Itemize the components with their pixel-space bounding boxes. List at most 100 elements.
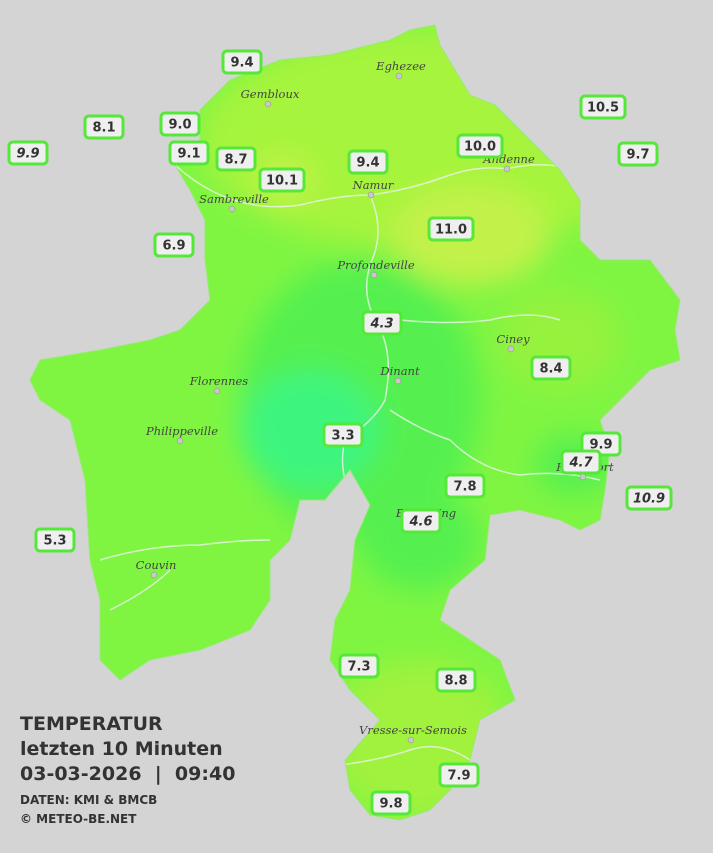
station-box — [153, 232, 195, 258]
station-box — [438, 762, 480, 788]
station-value: 6.9 — [162, 239, 185, 254]
legend-title: TEMPERATUR — [20, 713, 163, 735]
station: 8.1 — [83, 114, 125, 140]
station-value: 3.3 — [331, 429, 354, 444]
station: 9.1 — [168, 140, 210, 166]
station: 3.3 — [322, 422, 364, 448]
station: 10.5 — [579, 94, 627, 120]
station-box — [361, 310, 403, 336]
station-value: 9.0 — [168, 118, 191, 133]
city-label: Dinant — [379, 364, 420, 378]
station-value: 4.7 — [568, 456, 593, 471]
legend-source: DATEN: KMI & BMCB — [20, 793, 157, 807]
city-dot — [370, 271, 378, 279]
station-value: 10.9 — [633, 492, 665, 507]
station: 8.8 — [435, 667, 477, 693]
station: 4.3 — [361, 310, 403, 336]
station-value: 10.1 — [266, 174, 298, 189]
station-box — [83, 114, 125, 140]
station-box — [617, 141, 659, 167]
city-label: Philippeville — [145, 424, 218, 438]
city-dot — [367, 191, 375, 199]
station-box — [347, 149, 389, 175]
station-box — [456, 133, 504, 159]
station-value: 11.0 — [435, 223, 467, 238]
station-value: 8.4 — [539, 362, 562, 377]
station-value: 9.9 — [16, 147, 39, 162]
station: 8.7 — [215, 146, 257, 172]
station: 6.9 — [153, 232, 195, 258]
station-value: 10.0 — [464, 140, 496, 155]
station-value: 4.3 — [369, 317, 393, 332]
stations: 9.4 8.1 9.9 9.0 9.1 8.7 10.1 9.4 10.0 10.5 9.7 11.0… — [7, 49, 673, 816]
station-value: 9.9 — [589, 438, 612, 453]
station-value: 8.8 — [444, 674, 467, 689]
station-value: 10.5 — [587, 101, 619, 116]
station: 10.0 — [456, 133, 504, 159]
station-value: 7.3 — [347, 660, 370, 675]
city-dot — [394, 377, 402, 385]
station-box — [258, 167, 306, 193]
station: 4.6 — [400, 508, 442, 534]
city-label: Couvin — [136, 558, 177, 572]
station-box — [625, 485, 673, 511]
station-box — [530, 355, 572, 381]
station-value: 7.9 — [447, 769, 470, 784]
station-value: 9.7 — [626, 148, 649, 163]
station-value: 7.8 — [453, 480, 476, 495]
station-value: 5.3 — [43, 534, 66, 549]
station-box — [427, 216, 475, 242]
city-dot — [176, 437, 184, 445]
station-value: 8.7 — [224, 153, 247, 168]
station-value: 9.1 — [177, 147, 200, 162]
city-label: Eghezee — [375, 59, 426, 73]
station-box — [322, 422, 364, 448]
station-box — [215, 146, 257, 172]
city-dot — [213, 387, 221, 395]
station-value: 4.6 — [408, 515, 432, 530]
station: 4.7 — [560, 449, 602, 475]
station: 7.8 — [444, 473, 486, 499]
station-box — [579, 94, 627, 120]
station-box — [221, 49, 263, 75]
station-value: 9.4 — [356, 156, 379, 171]
city-dot — [264, 100, 272, 108]
city-dot — [407, 736, 415, 744]
city-dot — [150, 571, 158, 579]
station: 9.0 — [159, 111, 201, 137]
station: 9.7 — [617, 141, 659, 167]
city-dot — [503, 165, 511, 173]
station: 10.9 — [625, 485, 673, 511]
station-box — [400, 508, 442, 534]
station-box — [7, 140, 49, 166]
station-box — [444, 473, 486, 499]
station: 5.3 — [34, 527, 76, 553]
station-value: 9.8 — [379, 797, 402, 812]
city-label: Florennes — [189, 374, 249, 388]
legend: TEMPERATUR letzten 10 Minuten 03-03-2026… — [20, 713, 235, 826]
station: 9.8 — [370, 790, 412, 816]
station-box — [370, 790, 412, 816]
station-box — [168, 140, 210, 166]
legend-copyright: © METEO-BE.NET — [20, 812, 137, 826]
station: 9.9 — [7, 140, 49, 166]
city-dot — [507, 345, 515, 353]
station-box — [159, 111, 201, 137]
station-box — [435, 667, 477, 693]
station-value: 9.4 — [230, 56, 253, 71]
legend-datetime: 03-03-2026 | 09:40 — [20, 763, 235, 785]
station-box — [338, 653, 380, 679]
city-dot — [228, 205, 236, 213]
city-dot — [395, 72, 403, 80]
city-label: Vresse-sur-Semois — [359, 723, 467, 737]
city-label: Sambreville — [199, 192, 269, 206]
station: 7.9 — [438, 762, 480, 788]
city-dot — [579, 473, 587, 481]
legend-subtitle: letzten 10 Minuten — [20, 738, 223, 760]
station: 7.3 — [338, 653, 380, 679]
station-box — [34, 527, 76, 553]
station: 10.1 — [258, 167, 306, 193]
city-label: Gembloux — [241, 87, 300, 101]
city-label: Profondeville — [336, 258, 414, 272]
